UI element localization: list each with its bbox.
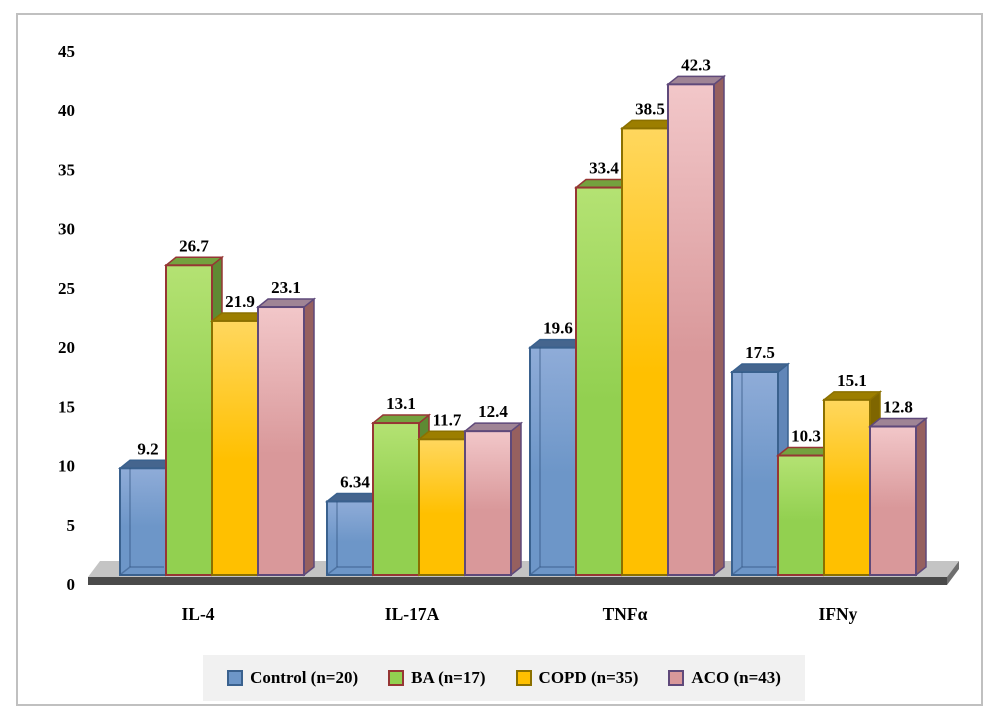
value-label: 23.1: [271, 278, 301, 297]
value-label: 42.3: [681, 55, 711, 74]
bar-aco-ifny-side: [915, 416, 927, 577]
legend-item-ba: BA (n=17): [388, 668, 486, 688]
bar-aco-il-17a-side: [510, 421, 522, 577]
bar-aco-ifny: [869, 425, 917, 576]
category-label-il-4: IL-4: [181, 604, 214, 624]
category-label-ifny: IFNy: [819, 604, 858, 624]
bar-copd-ifny-top: [821, 391, 883, 401]
y-axis-label: 30: [58, 220, 75, 239]
bar-aco-ifny-top: [867, 417, 929, 428]
bar-ba-tnfα: [575, 186, 623, 576]
legend-item-copd: COPD (n=35): [515, 668, 639, 688]
value-label: 12.4: [478, 402, 508, 421]
bar-aco-tnfα-side: [713, 74, 725, 577]
value-label: 33.4: [589, 159, 619, 178]
value-label: 26.7: [179, 236, 209, 255]
value-label: 6.34: [340, 472, 370, 491]
y-axis-label: 20: [58, 338, 75, 357]
bar-copd-tnfα: [621, 127, 669, 576]
bar-aco-il-4: [257, 306, 305, 576]
legend-item-control: Control (n=20): [227, 668, 358, 688]
bar-copd-il-17a: [418, 438, 466, 576]
bar-control-tnfα-inner-edge: [530, 566, 541, 575]
value-label: 13.1: [386, 394, 416, 413]
value-label: 11.7: [433, 410, 462, 429]
bar-control-il-4-inner-edge: [120, 566, 131, 575]
value-label: 19.6: [543, 319, 573, 338]
bar-aco-il-17a-top: [462, 422, 524, 432]
value-label: 17.5: [745, 343, 775, 362]
bar-control-il-4: [119, 467, 167, 576]
bar-aco-tnfα: [667, 83, 715, 576]
value-label: 38.5: [635, 99, 665, 118]
bar-aco-tnfα-top: [665, 75, 727, 86]
y-axis-label: 45: [58, 42, 75, 61]
bar-ba-il-17a: [372, 422, 420, 577]
bar-control-tnfα: [529, 346, 577, 577]
bar-ba-il-17a-top: [370, 414, 432, 424]
value-label: 12.8: [883, 398, 913, 417]
y-axis-label: 10: [58, 457, 75, 476]
chart-legend: Control (n=20) BA (n=17) COPD (n=35) ACO (n…: [203, 655, 805, 701]
bar-ba-il-4: [165, 264, 213, 576]
category-label-il-17a: IL-17A: [385, 604, 440, 624]
bar-ba-ifny: [777, 454, 825, 576]
bar-control-ifny-top: [729, 363, 791, 373]
category-label-tnfα: TNFα: [603, 604, 648, 624]
value-label: 9.2: [137, 439, 158, 458]
legend-item-aco: ACO (n=43): [668, 668, 781, 688]
legend-label: ACO (n=43): [691, 668, 781, 687]
legend-label: BA (n=17): [411, 668, 486, 687]
legend-label: COPD (n=35): [538, 668, 639, 687]
value-label: 21.9: [225, 292, 255, 311]
legend-marker-icon: [227, 670, 244, 686]
bar-control-il-17a: [326, 500, 374, 576]
bar-copd-il-4: [211, 319, 259, 576]
bar-control-ifny: [731, 371, 779, 576]
value-label: 10.3: [791, 427, 821, 446]
bar-ba-il-4-top: [163, 256, 225, 267]
bar-control-ifny-inner-edge: [732, 566, 743, 575]
y-axis-label: 0: [67, 575, 76, 594]
bar-copd-ifny: [823, 398, 871, 576]
y-axis-label: 35: [58, 160, 75, 179]
legend-label: Control (n=20): [250, 668, 359, 687]
bar-control-il-17a-inner-edge: [327, 566, 338, 575]
chart-floor-front-edge: [88, 577, 947, 585]
chart-floor-right-edge: [947, 561, 959, 585]
y-axis-label: 5: [67, 516, 76, 535]
y-axis-label: 40: [58, 101, 75, 120]
legend-marker-icon: [668, 670, 685, 686]
legend-marker-icon: [515, 670, 532, 686]
y-axis-label: 15: [58, 397, 75, 416]
value-label: 15.1: [837, 371, 867, 390]
legend-marker-icon: [388, 670, 405, 686]
bar-aco-il-4-side: [303, 297, 315, 577]
y-axis-label: 25: [58, 279, 75, 298]
bar-aco-il-4-top: [255, 298, 317, 308]
bar-aco-il-17a: [464, 430, 512, 576]
